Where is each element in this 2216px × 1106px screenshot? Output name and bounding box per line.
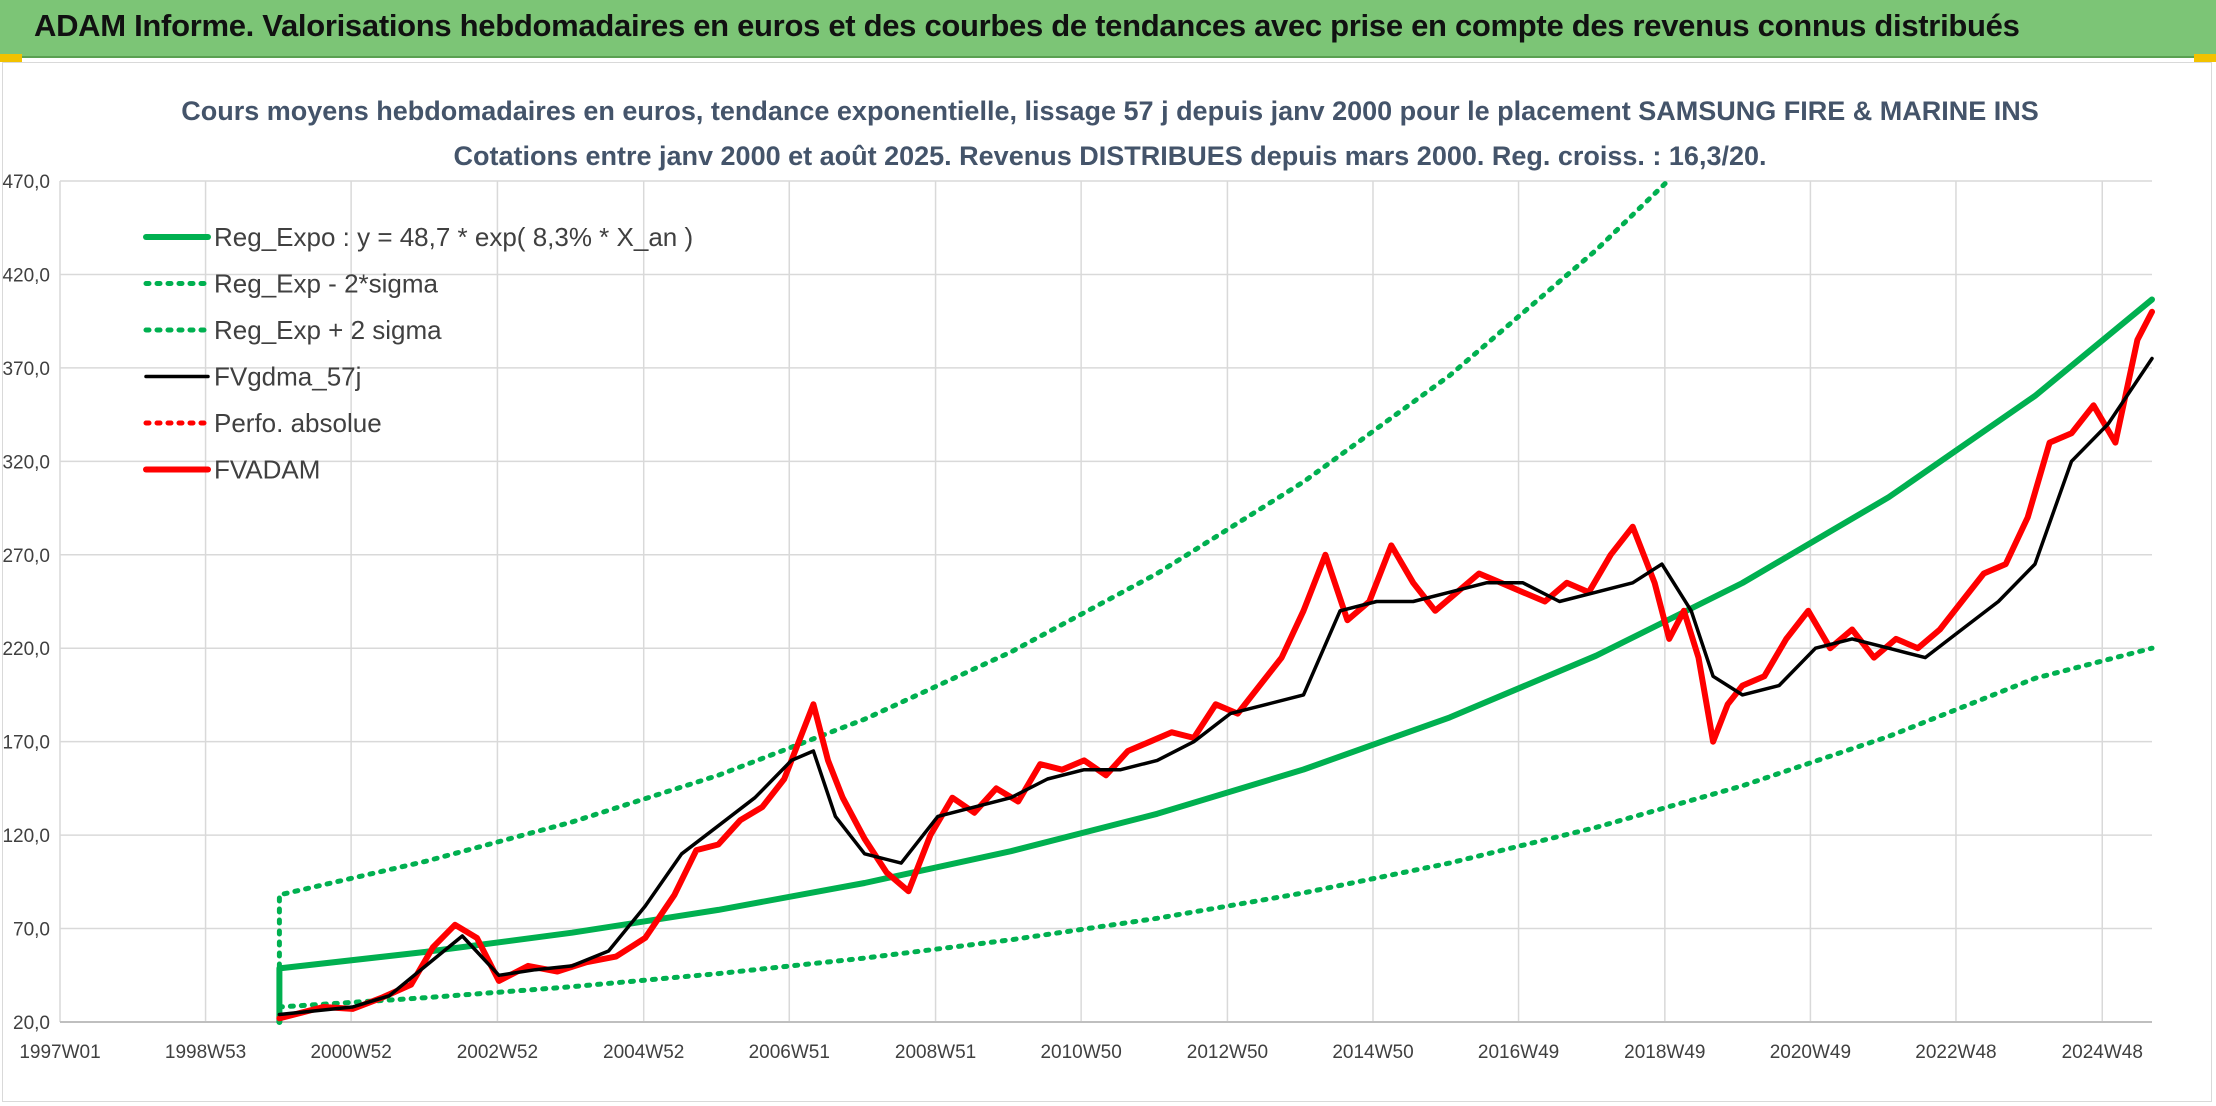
series-line-2 bbox=[276, 645, 2155, 1010]
grid-lines bbox=[59, 180, 2152, 1023]
x-tick-label: 2006W51 bbox=[749, 1042, 830, 1063]
x-tick-label: 2002W52 bbox=[457, 1042, 538, 1063]
x-tick-label: 2012W50 bbox=[1187, 1042, 1268, 1063]
y-tick-label: 320,0 bbox=[2, 452, 50, 473]
chart-title-line-1: Cours moyens hebdomadaires en euros, ten… bbox=[181, 96, 2039, 126]
x-tick-label: 2004W52 bbox=[603, 1042, 684, 1063]
series-line-4 bbox=[277, 356, 2154, 1017]
y-tick-label: 20,0 bbox=[13, 1013, 50, 1034]
y-tick-label: 270,0 bbox=[2, 546, 50, 567]
series-lines bbox=[276, 178, 2155, 1025]
x-tick-label: 2018W49 bbox=[1624, 1042, 1705, 1063]
series-line-6 bbox=[276, 308, 2155, 1022]
x-tick-label: 2024W48 bbox=[2062, 1042, 2143, 1063]
y-tick-label: 70,0 bbox=[13, 920, 50, 941]
y-tick-label: 120,0 bbox=[2, 826, 50, 847]
x-tick-label: 2016W49 bbox=[1478, 1042, 1559, 1063]
x-tick-label: 2020W49 bbox=[1770, 1042, 1851, 1063]
legend-label-3: Reg_Exp + 2 sigma bbox=[214, 315, 442, 345]
legend-label-6: FVADAM bbox=[214, 455, 320, 485]
corner-marker-right bbox=[2194, 54, 2216, 62]
report-banner: ADAM Informe. Valorisations hebdomadaire… bbox=[0, 0, 2216, 58]
x-tick-label: 2022W48 bbox=[1915, 1042, 1996, 1063]
series-line-1 bbox=[276, 296, 2155, 1025]
chart-title-line-2: Cotations entre janv 2000 et août 2025. … bbox=[453, 141, 1766, 171]
x-tick-label: 2010W50 bbox=[1040, 1042, 1121, 1063]
y-tick-label: 470,0 bbox=[2, 172, 50, 193]
legend: Reg_Expo : y = 48,7 * exp( 8,3% * X_an )… bbox=[143, 222, 693, 485]
y-tick-label: 420,0 bbox=[2, 265, 50, 286]
y-tick-label: 220,0 bbox=[2, 639, 50, 660]
corner-marker-left bbox=[0, 54, 22, 62]
axes: 20,0 70,0 120,0 170,0 220,0 270,0 320,0 370,0 42… bbox=[2, 172, 2152, 1063]
report-title: ADAM Informe. Valorisations hebdomadaire… bbox=[34, 8, 2020, 43]
y-tick-label: 370,0 bbox=[2, 359, 50, 380]
x-tick-label: 2008W51 bbox=[895, 1042, 976, 1063]
x-tick-label: 1997W01 bbox=[19, 1042, 100, 1063]
series-line-3 bbox=[276, 178, 1671, 1025]
chart-frame bbox=[2, 62, 2212, 1102]
legend-label-4: FVgdma_57j bbox=[214, 362, 361, 392]
legend-label-1: Reg_Expo : y = 48,7 * exp( 8,3% * X_an ) bbox=[214, 222, 693, 252]
y-tick-label: 170,0 bbox=[2, 733, 50, 754]
legend-label-5: Perfo. absolue bbox=[214, 408, 382, 438]
x-tick-label: 2014W50 bbox=[1332, 1042, 1413, 1063]
x-tick-label: 1998W53 bbox=[165, 1042, 246, 1063]
legend-label-2: Reg_Exp - 2*sigma bbox=[214, 269, 439, 299]
x-tick-label: 2000W52 bbox=[310, 1042, 391, 1063]
